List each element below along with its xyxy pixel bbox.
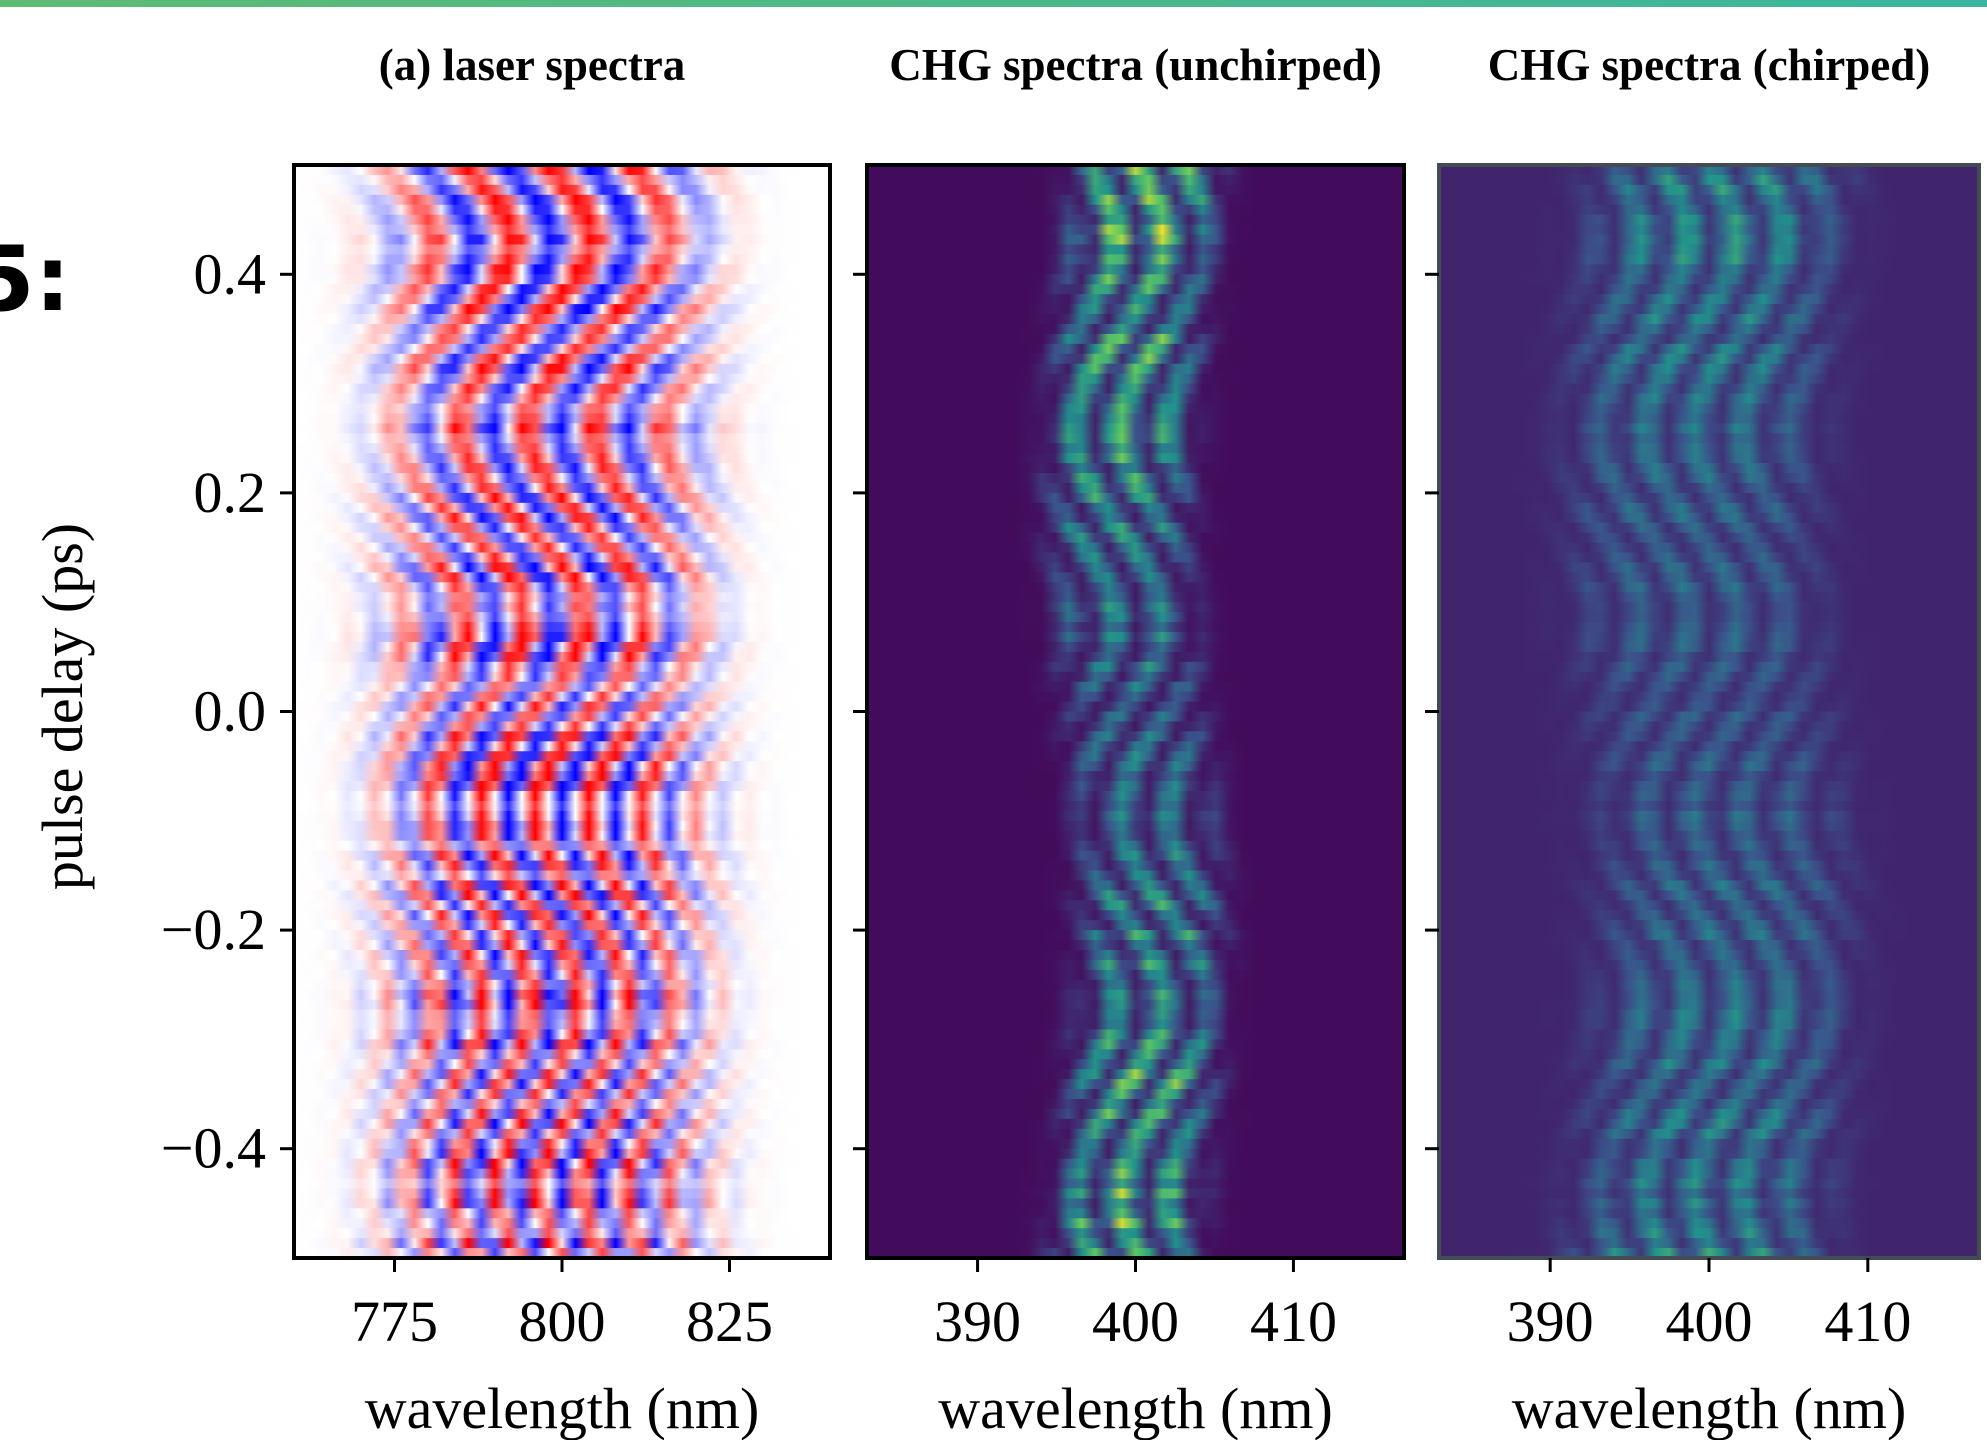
figure: 5: (a) laser spectra775 800 825wavelength …	[0, 0, 1987, 1440]
